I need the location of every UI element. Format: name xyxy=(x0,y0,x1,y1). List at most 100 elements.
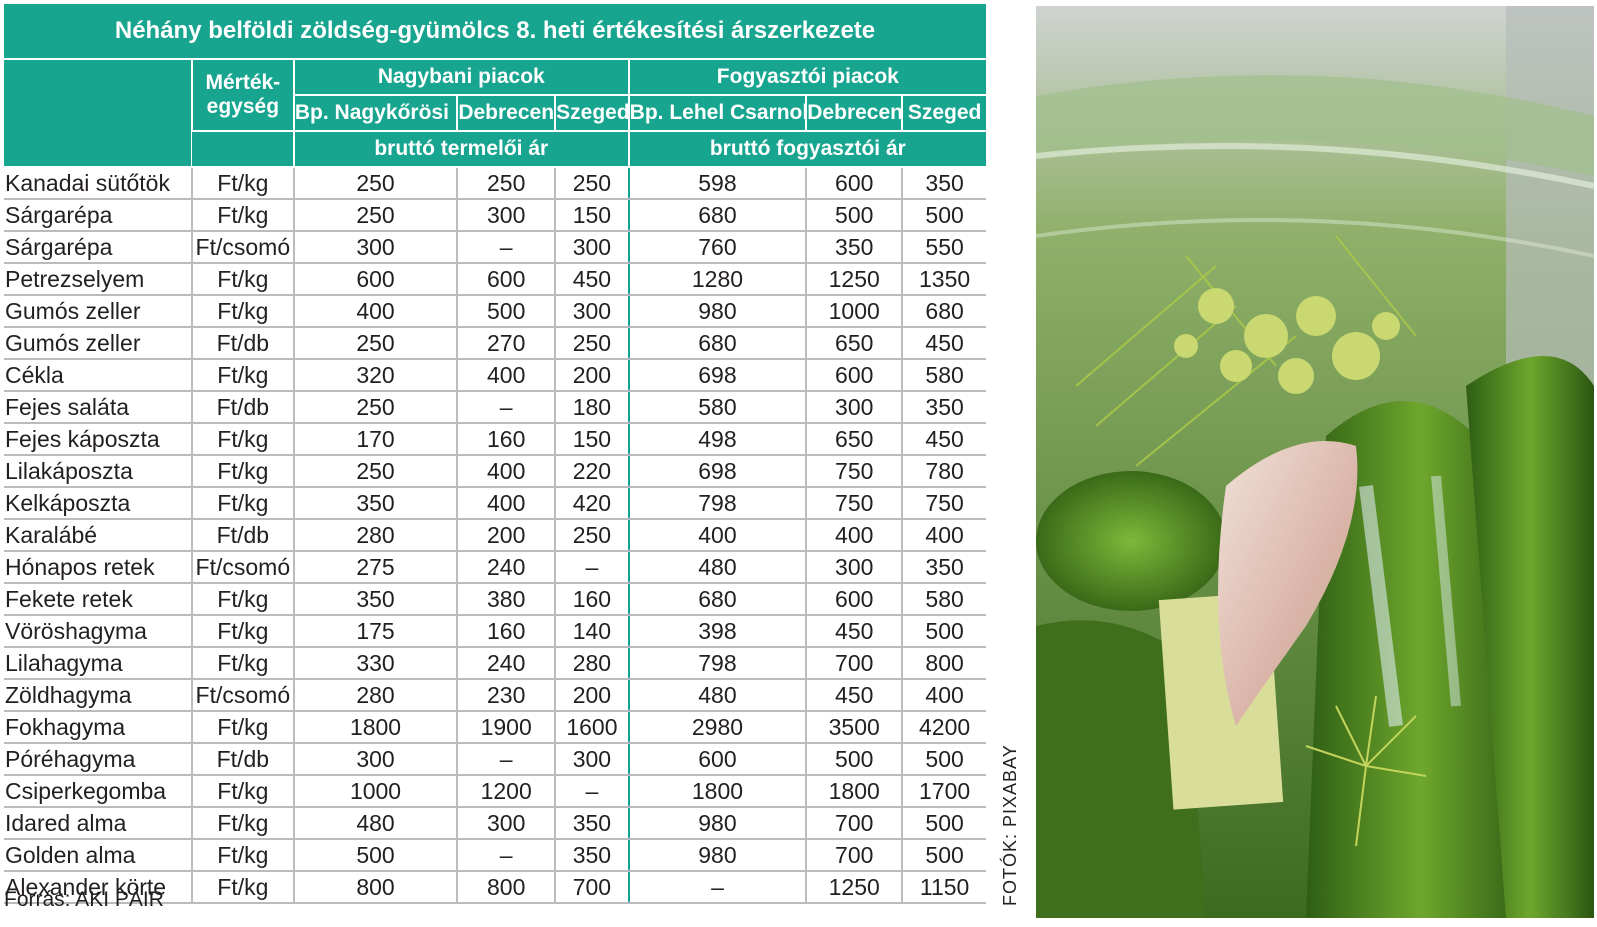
consumer-price-cell: 400 xyxy=(627,519,807,552)
unit-header-spacer xyxy=(191,131,294,168)
table-row: Alexander körte Ft/kg 800 800 700–1250 1150 xyxy=(4,871,986,904)
wholesale-price-cell: 270 xyxy=(456,327,556,360)
wholesale-price-cell: 200 xyxy=(554,679,629,712)
consumer-price-cell: 580 xyxy=(901,359,986,392)
consumer-price-cell: 598 xyxy=(627,167,807,200)
product-name: Petrezselyem xyxy=(4,263,192,296)
table-row: Gumós zeller Ft/db 250 270 250 680 650 450 xyxy=(4,327,986,360)
wholesale-price-cell: 350 xyxy=(292,583,458,616)
consumer-price-cell: 650 xyxy=(805,327,903,360)
table-row: Sárgarépa Ft/kg 250 300 150 680 500 500 xyxy=(4,199,986,232)
cucumber-left xyxy=(1036,471,1226,611)
wholesale-price-type: bruttó termelői ár xyxy=(292,131,629,168)
product-name: Gumós zeller xyxy=(4,327,192,360)
consumer-price-cell: 1150 xyxy=(901,871,986,904)
cucumber-right xyxy=(1466,356,1594,918)
table-title: Néhány belföldi zöldség-gyümölcs 8. heti… xyxy=(4,4,986,60)
wholesale-price-cell: 350 xyxy=(554,839,629,872)
product-name: Kelkáposzta xyxy=(4,487,192,520)
unit-cell: Ft/kg xyxy=(190,263,294,296)
wholesale-price-cell: 250 xyxy=(554,167,629,200)
consumer-price-cell: 2980 xyxy=(627,711,807,744)
wholesale-price-cell: – xyxy=(456,743,556,776)
wholesale-price-cell: 1800 xyxy=(292,711,458,744)
consumer-price-cell: 400 xyxy=(805,519,903,552)
product-name: Fokhagyma xyxy=(4,711,192,744)
consumer-price-cell: 1000 xyxy=(805,295,903,328)
wholesale-price-cell: – xyxy=(456,231,556,264)
market-header-row: Bp. Nagykőrösi út Debrecen Szeged Bp. Lehel… xyxy=(4,95,986,132)
wholesale-price-cell: – xyxy=(456,391,556,424)
product-name: Póréhagyma xyxy=(4,743,192,776)
product-name: Lilakáposzta xyxy=(4,455,192,488)
product-name: Golden alma xyxy=(4,839,192,872)
table-row: Karalábé Ft/db 280 200 250 400 400 400 xyxy=(4,519,986,552)
consumer-price-cell: 1250 xyxy=(805,871,903,904)
unit-cell: Ft/kg xyxy=(190,455,294,488)
unit-cell: Ft/kg xyxy=(190,295,294,328)
consumer-price-cell: 350 xyxy=(901,551,986,584)
wholesale-price-cell: 600 xyxy=(292,263,458,296)
table-row: Cékla Ft/kg 320 400 200 698 600 580 xyxy=(4,359,986,392)
unit-cell: Ft/kg xyxy=(190,871,294,904)
wholesale-price-cell: 400 xyxy=(456,455,556,488)
unit-cell: Ft/kg xyxy=(190,167,294,200)
wholesale-price-cell: 480 xyxy=(292,807,458,840)
wholesale-price-cell: 300 xyxy=(554,743,629,776)
consumer-price-cell: 500 xyxy=(901,743,986,776)
wholesale-price-cell: 250 xyxy=(292,199,458,232)
unit-cell: Ft/db xyxy=(190,391,294,424)
unit-cell: Ft/csomó xyxy=(190,679,294,712)
wholesale-price-cell: 250 xyxy=(292,455,458,488)
wholesale-market-header: Szeged xyxy=(554,95,629,132)
consumer-price-cell: 350 xyxy=(901,167,986,200)
consumer-price-cell: 798 xyxy=(627,647,807,680)
wholesale-price-cell: 400 xyxy=(456,487,556,520)
consumer-price-cell: 400 xyxy=(901,519,986,552)
consumer-price-cell: 500 xyxy=(901,615,986,648)
wholesale-price-cell: – xyxy=(456,839,556,872)
consumer-price-cell: 680 xyxy=(627,199,807,232)
photo-credit: FOTÓK: PIXABAY xyxy=(1000,744,1020,906)
price-table: Néhány belföldi zöldség-gyümölcs 8. heti… xyxy=(4,4,986,904)
wholesale-price-cell: 300 xyxy=(554,295,629,328)
wholesale-price-cell: 500 xyxy=(292,839,458,872)
table-row: Lilakáposzta Ft/kg 250 400 220 698 750 780 xyxy=(4,455,986,488)
consumer-price-cell: 700 xyxy=(805,647,903,680)
table-row: Gumós zeller Ft/kg 400 500 300 980 1000 680 xyxy=(4,295,986,328)
consumer-price-cell: 650 xyxy=(805,423,903,456)
consumer-price-cell: 500 xyxy=(805,743,903,776)
consumer-price-cell: 600 xyxy=(805,167,903,200)
unit-cell: Ft/kg xyxy=(190,423,294,456)
unit-header-line2: egység xyxy=(206,95,280,118)
wholesale-price-cell: 160 xyxy=(554,583,629,616)
consumer-market-header: Debrecen xyxy=(805,95,903,132)
product-name: Sárgarépa xyxy=(4,199,192,232)
table-row: Golden alma Ft/kg 500–350 980 700 500 xyxy=(4,839,986,872)
wholesale-price-cell: 250 xyxy=(292,391,458,424)
consumer-price-cell: 700 xyxy=(805,839,903,872)
product-name: Vöröshagyma xyxy=(4,615,192,648)
pickled-cucumbers-photo xyxy=(1036,6,1594,918)
table-row: Fejes saláta Ft/db 250–180 580 300 350 xyxy=(4,391,986,424)
unit-cell: Ft/csomó xyxy=(190,231,294,264)
price-table-panel: Néhány belföldi zöldség-gyümölcs 8. heti… xyxy=(4,4,986,904)
consumer-price-cell: 550 xyxy=(901,231,986,264)
wholesale-price-cell: 1200 xyxy=(456,775,556,808)
table-row: Póréhagyma Ft/db 300–300 600 500 500 xyxy=(4,743,986,776)
consumer-price-cell: 760 xyxy=(627,231,807,264)
wholesale-market-header: Bp. Nagykőrösi út xyxy=(292,95,458,132)
consumer-price-cell: 400 xyxy=(901,679,986,712)
consumer-price-cell: 700 xyxy=(805,807,903,840)
wholesale-price-cell: 250 xyxy=(554,519,629,552)
table-row: Fokhagyma Ft/kg 1800 1900 1600 2980 3500 4200 xyxy=(4,711,986,744)
table-row: Hónapos retek Ft/csomó 275 240–480 300 350 xyxy=(4,551,986,584)
wholesale-price-cell: 400 xyxy=(292,295,458,328)
wholesale-price-cell: 800 xyxy=(456,871,556,904)
wholesale-price-cell: 700 xyxy=(554,871,629,904)
product-name: Fejes saláta xyxy=(4,391,192,424)
product-name: Sárgarépa xyxy=(4,231,192,264)
wholesale-price-cell: 450 xyxy=(554,263,629,296)
consumer-price-cell: 798 xyxy=(627,487,807,520)
wholesale-price-cell: 250 xyxy=(292,167,458,200)
